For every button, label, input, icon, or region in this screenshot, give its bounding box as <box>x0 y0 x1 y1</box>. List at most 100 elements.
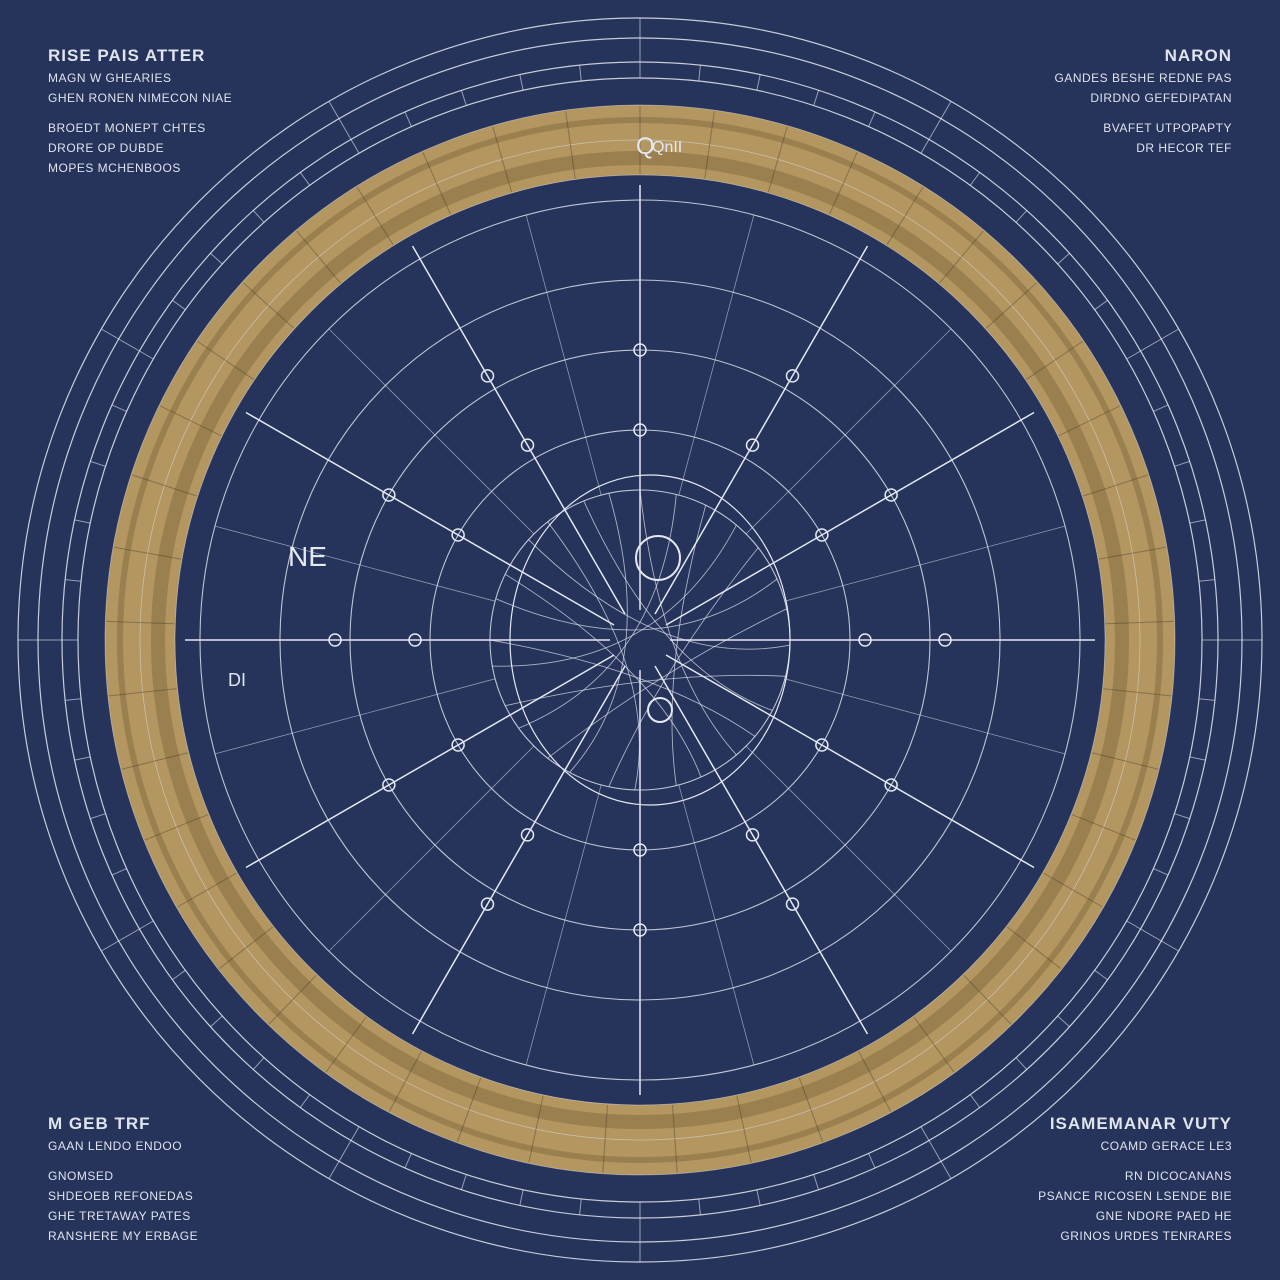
outer-tick <box>460 90 467 106</box>
outer-tick <box>460 1174 467 1190</box>
outer-tick <box>74 756 91 761</box>
outer-tick <box>404 1153 412 1169</box>
spoke-node <box>451 738 465 752</box>
outer-tick <box>404 111 412 127</box>
spoke-node <box>785 897 800 911</box>
gold-band-segment <box>1098 546 1166 560</box>
outer-tick <box>519 1189 524 1206</box>
corner-line: MOPES MCHENBOOS <box>48 161 181 175</box>
gold-band-segment <box>528 1095 544 1163</box>
spoke <box>665 654 1035 869</box>
web-curve <box>639 489 737 756</box>
spoke-node <box>858 633 872 647</box>
gold-band-segment <box>798 1077 824 1142</box>
outer-tick <box>1015 210 1028 223</box>
spoke-node <box>520 828 535 842</box>
top-right-text-block: NARON GANDES BESHE REDNE PAS DIRDNO GEFEDI… <box>1055 44 1233 158</box>
outer-tick <box>1094 299 1108 311</box>
outer-guide-rings <box>17 17 1263 1263</box>
spoke-node <box>785 369 800 383</box>
gold-band-segment <box>602 1104 608 1173</box>
spoke-node <box>328 633 342 647</box>
outer-tick <box>101 920 154 952</box>
gold-band-segment <box>565 111 576 179</box>
gold-band-segment <box>1092 752 1159 770</box>
minor-spoke <box>214 525 496 602</box>
gold-band-segment <box>1026 340 1083 380</box>
core-node <box>635 535 681 581</box>
spacer <box>1038 1156 1232 1166</box>
outer-tick <box>813 1174 820 1190</box>
corner-line: SHDEOEB REFONEDAS <box>48 1189 194 1203</box>
radial-spokes <box>185 185 1095 1095</box>
gold-band-segment <box>388 1051 422 1112</box>
minor-spoke <box>678 214 755 496</box>
outer-tick <box>969 172 981 186</box>
gold-band-segment <box>963 974 1012 1025</box>
outer-tick <box>1174 460 1190 467</box>
spacer <box>48 1156 198 1166</box>
corner-line: RANSHERE MY ERBAGE <box>48 1229 199 1243</box>
outer-tick <box>1057 1015 1070 1028</box>
gold-band-segment <box>144 814 209 841</box>
corner-line: DR HECOR TEF <box>1136 141 1232 155</box>
spoke-node <box>633 423 647 437</box>
spoke-node <box>815 738 829 752</box>
outer-tick <box>252 210 265 223</box>
outer-tick <box>1153 868 1169 876</box>
web-curve <box>492 524 737 667</box>
gold-band-segment <box>197 340 254 380</box>
gold-band-segment <box>492 126 513 193</box>
minor-spoke <box>328 745 535 952</box>
gold-band-segment <box>108 688 177 697</box>
outer-tick <box>756 74 761 91</box>
outer-tick <box>868 1153 876 1169</box>
gold-band-segment <box>1071 814 1136 841</box>
outer-tick <box>65 698 82 701</box>
spoke-nodes <box>328 343 952 937</box>
outer-tick <box>1015 1057 1028 1070</box>
outer-tick <box>90 460 106 467</box>
spoke-node <box>815 528 829 542</box>
web-curve <box>671 505 707 786</box>
corner-line: COAMD GERACE LE3 <box>1100 1139 1232 1153</box>
gold-band-segment <box>242 282 295 329</box>
gold-band-segment <box>913 1016 955 1073</box>
spoke-node <box>884 488 898 502</box>
gold-band-segment <box>1083 474 1149 497</box>
minor-spoke <box>745 745 952 952</box>
corner-line: GRINOS URDES TENRARES <box>1060 1229 1232 1243</box>
web-curve <box>505 674 786 707</box>
gold-band-segment <box>121 752 188 770</box>
spoke-node <box>408 633 422 647</box>
gold-band-segment <box>704 111 715 179</box>
gold-band-segment <box>159 405 222 437</box>
corner-line: MAGN W GHEARIES <box>48 71 172 85</box>
outer-tick <box>920 101 952 154</box>
gold-band-segment <box>422 151 451 215</box>
web-curve <box>495 578 778 631</box>
outer-tick <box>299 1094 311 1108</box>
minor-spoke <box>784 678 1066 755</box>
diagram-labels: NE Q QnII DI <box>228 133 682 690</box>
spoke-node <box>520 438 535 452</box>
outer-tick <box>1126 328 1179 360</box>
outer-tick <box>299 172 311 186</box>
spoke-node <box>633 843 647 857</box>
gold-band-segment <box>218 926 274 970</box>
spoke <box>245 411 615 626</box>
spoke-node <box>480 369 495 383</box>
spoke-node <box>633 923 647 937</box>
gold-band-segment <box>296 230 341 284</box>
spoke-node <box>633 343 647 357</box>
corner-heading: M GEB TRF <box>48 1114 151 1133</box>
web-curve <box>489 639 756 737</box>
outer-tick <box>1189 756 1206 761</box>
corner-line: BROEDT MONEPT CHTES <box>48 121 206 135</box>
gold-band-segment <box>939 230 984 284</box>
outer-tick <box>969 1094 981 1108</box>
outer-tick <box>252 1057 265 1070</box>
gold-band-segment <box>736 1095 752 1163</box>
minor-spoke <box>328 328 535 535</box>
corner-line: GANDES BESHE REDNE PAS <box>1054 71 1232 85</box>
